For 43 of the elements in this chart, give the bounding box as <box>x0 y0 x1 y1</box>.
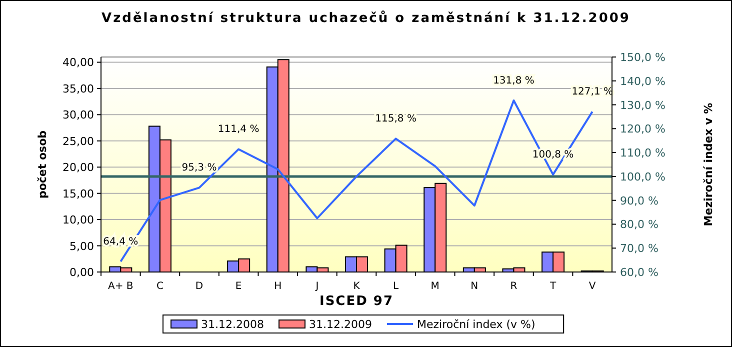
y-tick-label: 20,00 <box>62 161 94 174</box>
legend-label: Meziroční index (v %) <box>417 318 536 331</box>
y2-tick-label: 100,0 % <box>620 170 666 184</box>
y-tick-label: 15,00 <box>62 187 94 200</box>
data-label: 131,8 % <box>493 75 534 86</box>
y-tick-label: 10,00 <box>62 214 94 227</box>
data-label: 115,8 % <box>375 114 416 125</box>
x-tick-label: N <box>470 281 478 292</box>
legend-label: 31.12.2008 <box>201 318 264 331</box>
x-tick-label: T <box>548 281 557 292</box>
x-tick-label: E <box>235 281 242 292</box>
y-tick-label: 35,00 <box>62 82 94 96</box>
y-tick-label: 0,00 <box>70 266 94 279</box>
x-tick-label: K <box>353 281 360 292</box>
x-tick-label: C <box>156 281 164 292</box>
x-tick-label: V <box>588 281 596 292</box>
y2-tick-label: 60,0 % <box>620 266 658 279</box>
y2-axis-title: Meziroční index v % <box>702 102 715 226</box>
y2-tick-label: 130,0 % <box>620 98 666 112</box>
x-tick-label: D <box>195 281 204 292</box>
y2-tick-label: 140,0 % <box>620 74 666 88</box>
x-tick-label: J <box>314 281 319 292</box>
x-tick-label: R <box>510 281 518 292</box>
data-label: 111,4 % <box>218 124 260 136</box>
x-tick-label: L <box>393 281 400 292</box>
x-tick-label: M <box>430 281 440 292</box>
y-axis-title: počet osob <box>36 130 49 199</box>
x-tick-label: H <box>274 281 282 292</box>
y-tick-label: 30,00 <box>62 108 94 122</box>
y2-tick-label: 150,0 % <box>620 51 666 64</box>
x-tick-label: A+ B <box>108 281 134 292</box>
chart-title: Vzdělanostní struktura uchazečů o zaměstnání k 31.12.2009 <box>102 10 630 26</box>
y-tick-label: 25,00 <box>62 134 94 148</box>
y-tick-label: 40,00 <box>62 56 94 70</box>
y2-tick-label: 70,0 % <box>620 242 658 256</box>
y2-tick-label: 80,0 % <box>620 218 658 232</box>
x-axis-title: ISCED 97 <box>319 294 394 309</box>
y2-tick-label: 120,0 % <box>620 122 666 136</box>
y2-tick-label: 110,0 % <box>620 146 666 160</box>
data-label: 95,3 % <box>182 162 217 174</box>
y-tick-label: 5,00 <box>70 240 94 253</box>
legend-label: 31.12.2009 <box>309 318 372 331</box>
y2-tick-label: 90,0 % <box>620 194 658 208</box>
